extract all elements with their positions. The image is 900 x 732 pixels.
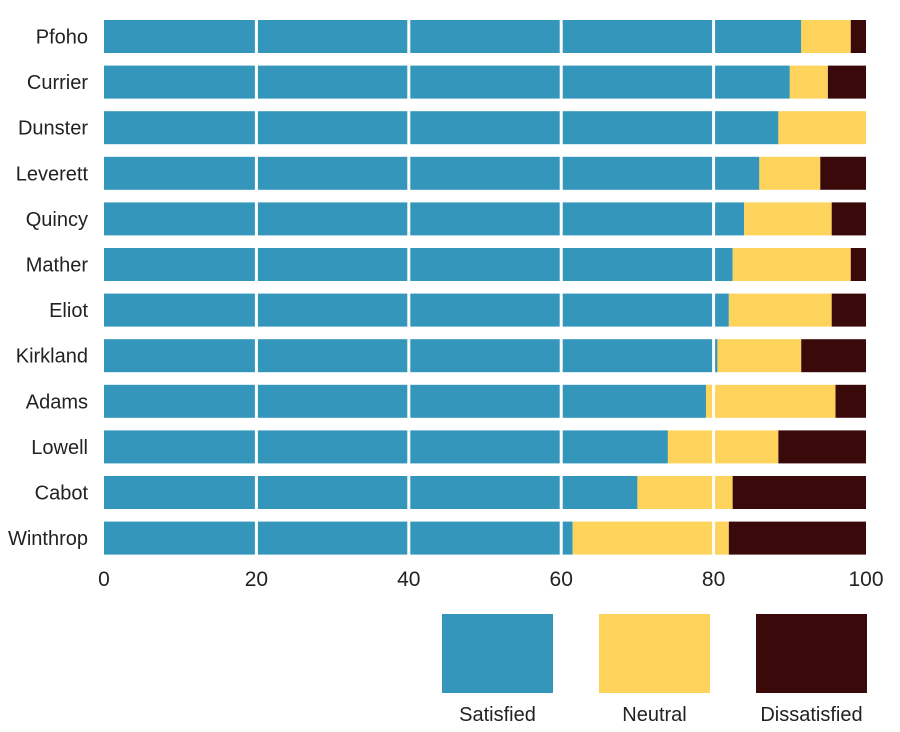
legend: Satisfied Neutral Dissatisfied bbox=[442, 614, 867, 726]
bar-winthrop-neutral bbox=[572, 521, 729, 555]
x-tick-label: 20 bbox=[245, 568, 268, 591]
bar-kirkland-satisfied bbox=[104, 339, 718, 373]
bar-quincy-neutral bbox=[744, 202, 832, 236]
category-label: Winthrop bbox=[8, 528, 88, 550]
bars-group bbox=[104, 20, 866, 555]
bar-kirkland-neutral bbox=[717, 339, 802, 373]
category-label: Currier bbox=[27, 72, 88, 94]
category-label: Eliot bbox=[49, 300, 88, 322]
x-tick-label: 80 bbox=[702, 568, 725, 591]
bar-currier-dissatisfied bbox=[827, 65, 866, 99]
category-label: Pfoho bbox=[36, 27, 88, 49]
bar-cabot-neutral bbox=[637, 476, 733, 509]
bar-lowell-dissatisfied bbox=[778, 430, 866, 464]
category-label: Mather bbox=[26, 255, 89, 277]
bar-lowell-neutral bbox=[667, 430, 779, 464]
bar-eliot-satisfied bbox=[104, 293, 729, 327]
bar-pfoho-neutral bbox=[801, 20, 851, 53]
category-labels: Pfoho Currier Dunster Leverett Quincy Mather E… bbox=[8, 27, 88, 551]
bar-kirkland-dissatisfied bbox=[801, 339, 866, 373]
bar-pfoho-dissatisfied bbox=[850, 20, 866, 53]
bar-dunster-satisfied bbox=[104, 111, 779, 145]
bar-currier-neutral bbox=[789, 65, 828, 99]
bar-cabot-satisfied bbox=[104, 476, 638, 509]
x-tick-labels: 0 20 40 60 80 100 bbox=[98, 568, 883, 591]
bar-quincy-dissatisfied bbox=[831, 202, 866, 236]
category-label: Dunster bbox=[18, 118, 88, 140]
bar-cabot-dissatisfied bbox=[732, 476, 866, 509]
x-tick-label: 60 bbox=[550, 568, 573, 591]
bar-adams-dissatisfied bbox=[835, 384, 866, 418]
bar-eliot-neutral bbox=[728, 293, 832, 327]
bar-eliot-dissatisfied bbox=[831, 293, 866, 327]
category-label: Cabot bbox=[35, 483, 89, 505]
legend-swatch-neutral bbox=[599, 614, 710, 693]
gridlines bbox=[254, 18, 716, 557]
bar-lowell-satisfied bbox=[104, 430, 668, 464]
legend-label-dissatisfied: Dissatisfied bbox=[760, 704, 862, 726]
bar-quincy-satisfied bbox=[104, 202, 745, 236]
legend-swatch-satisfied bbox=[442, 614, 553, 693]
bar-mather-neutral bbox=[732, 248, 851, 281]
bar-adams-satisfied bbox=[104, 384, 706, 418]
x-tick-label: 100 bbox=[848, 568, 883, 591]
x-tick-label: 40 bbox=[397, 568, 420, 591]
category-label: Lowell bbox=[31, 437, 88, 459]
bar-mather-dissatisfied bbox=[850, 248, 866, 281]
bar-adams-neutral bbox=[705, 384, 836, 418]
bar-winthrop-satisfied bbox=[104, 521, 573, 555]
bar-currier-satisfied bbox=[104, 65, 790, 99]
bar-dunster-neutral bbox=[778, 111, 866, 145]
bar-winthrop-dissatisfied bbox=[728, 521, 866, 555]
legend-label-neutral: Neutral bbox=[622, 704, 686, 726]
category-label: Adams bbox=[26, 391, 88, 413]
category-label: Kirkland bbox=[16, 346, 88, 368]
bar-pfoho-satisfied bbox=[104, 20, 802, 53]
bar-leverett-dissatisfied bbox=[820, 156, 866, 190]
bar-mather-satisfied bbox=[104, 248, 733, 281]
legend-label-satisfied: Satisfied bbox=[459, 704, 536, 726]
bar-leverett-satisfied bbox=[104, 156, 760, 190]
category-label: Leverett bbox=[16, 163, 89, 185]
x-tick-label: 0 bbox=[98, 568, 110, 591]
bar-leverett-neutral bbox=[759, 156, 821, 190]
legend-swatch-dissatisfied bbox=[756, 614, 867, 693]
category-label: Quincy bbox=[26, 209, 88, 231]
